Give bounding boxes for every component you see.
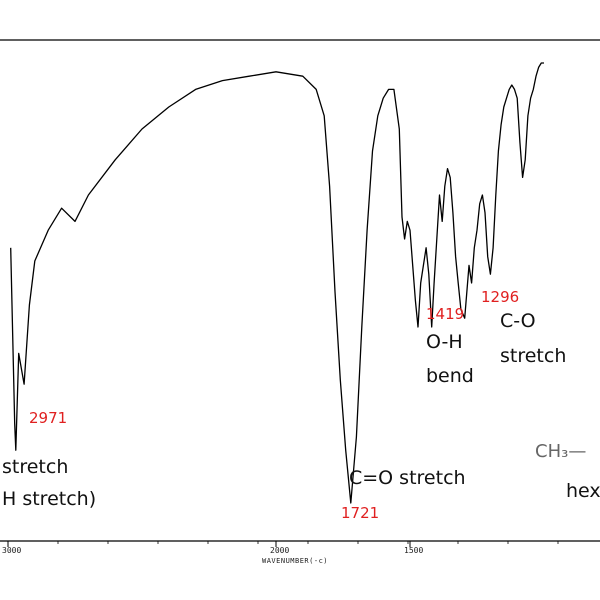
x-tick-label-3000: 3000	[2, 546, 21, 555]
oh-bend-label-2: bend	[426, 365, 474, 387]
oh-bend-label-1: O-H	[426, 331, 463, 353]
peak-label-1296: 1296	[481, 288, 519, 306]
stretch-label-left: stretch	[2, 456, 68, 478]
peak-label-1419: 1419	[426, 305, 464, 323]
ch-stretch-label-left: H stretch)	[2, 488, 96, 510]
x-tick-label-2000: 2000	[270, 546, 289, 555]
spectrum-line	[10, 62, 544, 504]
x-axis-label: WAVENUMBER(-c)	[262, 557, 328, 565]
x-tick-label-1500: 1500	[404, 546, 423, 555]
peak-label-1721: 1721	[341, 504, 379, 522]
hex-label: hex	[566, 480, 600, 502]
peak-label-2971: 2971	[29, 409, 67, 427]
c-o-stretch-label-1: C-O	[500, 310, 536, 332]
co-double-stretch-label: C=O stretch	[349, 467, 466, 489]
x-axis-ticks: 3000 2000 1500	[2, 541, 559, 555]
formula-label: CH₃—	[535, 441, 586, 462]
c-o-stretch-label-2: stretch	[500, 345, 566, 367]
